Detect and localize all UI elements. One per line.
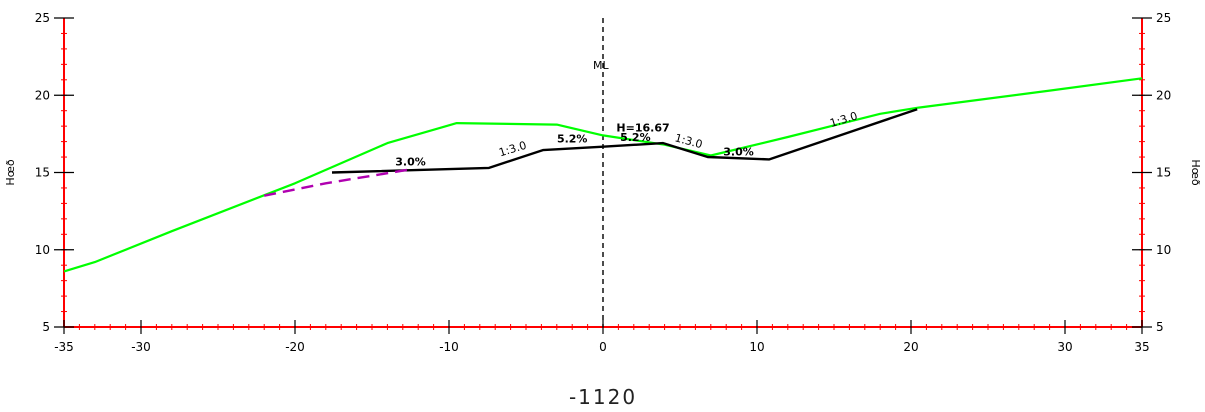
- series-line-cut: [263, 168, 411, 197]
- x-tick-label: -10: [439, 340, 459, 354]
- x-tick-label: 35: [1134, 340, 1149, 354]
- y-tick-label-right: 25: [1156, 11, 1171, 25]
- x-tick-label: -35: [54, 340, 74, 354]
- y-tick-label-right: 20: [1156, 88, 1171, 102]
- y-tick-label-left: 5: [42, 320, 50, 334]
- x-tick-label: -30: [131, 340, 151, 354]
- x-tick-label: -20: [285, 340, 305, 354]
- y-tick-label-left: 25: [35, 11, 50, 25]
- slope-annotation: 5.2%: [557, 132, 588, 145]
- station-label: -1120: [569, 385, 637, 409]
- series-line-design: [331, 108, 918, 174]
- centerline-label: ML: [593, 59, 609, 72]
- series-line-ground: [63, 77, 1143, 273]
- annotation-layer: 3.0%1:3.0 5.2%H=16.675.2% 1:3.03.0%1:3.0: [395, 109, 859, 168]
- x-tick-label: 30: [1057, 340, 1072, 354]
- slope-annotation: H=16.67: [616, 122, 669, 135]
- y-tick-label-left: 20: [35, 88, 50, 102]
- frame-layer: 5 5 10 10 15 15 20 20 25 25 -35 -30 -20 -10 0 10 20 30 35 M…: [35, 11, 1172, 354]
- x-tick-label: 0: [599, 340, 607, 354]
- y-tick-label-left: 15: [35, 166, 50, 180]
- slope-annotation: 5.2%: [620, 131, 651, 144]
- y-axis-label-left: Hœð: [4, 159, 17, 186]
- slope-annotation: 1:3.0: [828, 109, 859, 130]
- y-tick-label-right: 15: [1156, 166, 1171, 180]
- series-layer: [63, 77, 1143, 273]
- y-tick-label-right: 10: [1156, 243, 1171, 257]
- slope-annotation: 3.0%: [723, 146, 754, 159]
- y-axis-label-right: Hœð: [1189, 159, 1202, 186]
- y-tick-label-left: 10: [35, 243, 50, 257]
- x-tick-label: 10: [749, 340, 764, 354]
- slope-annotation: 3.0%: [395, 156, 426, 169]
- y-tick-label-right: 5: [1156, 320, 1164, 334]
- x-tick-label: 20: [903, 340, 918, 354]
